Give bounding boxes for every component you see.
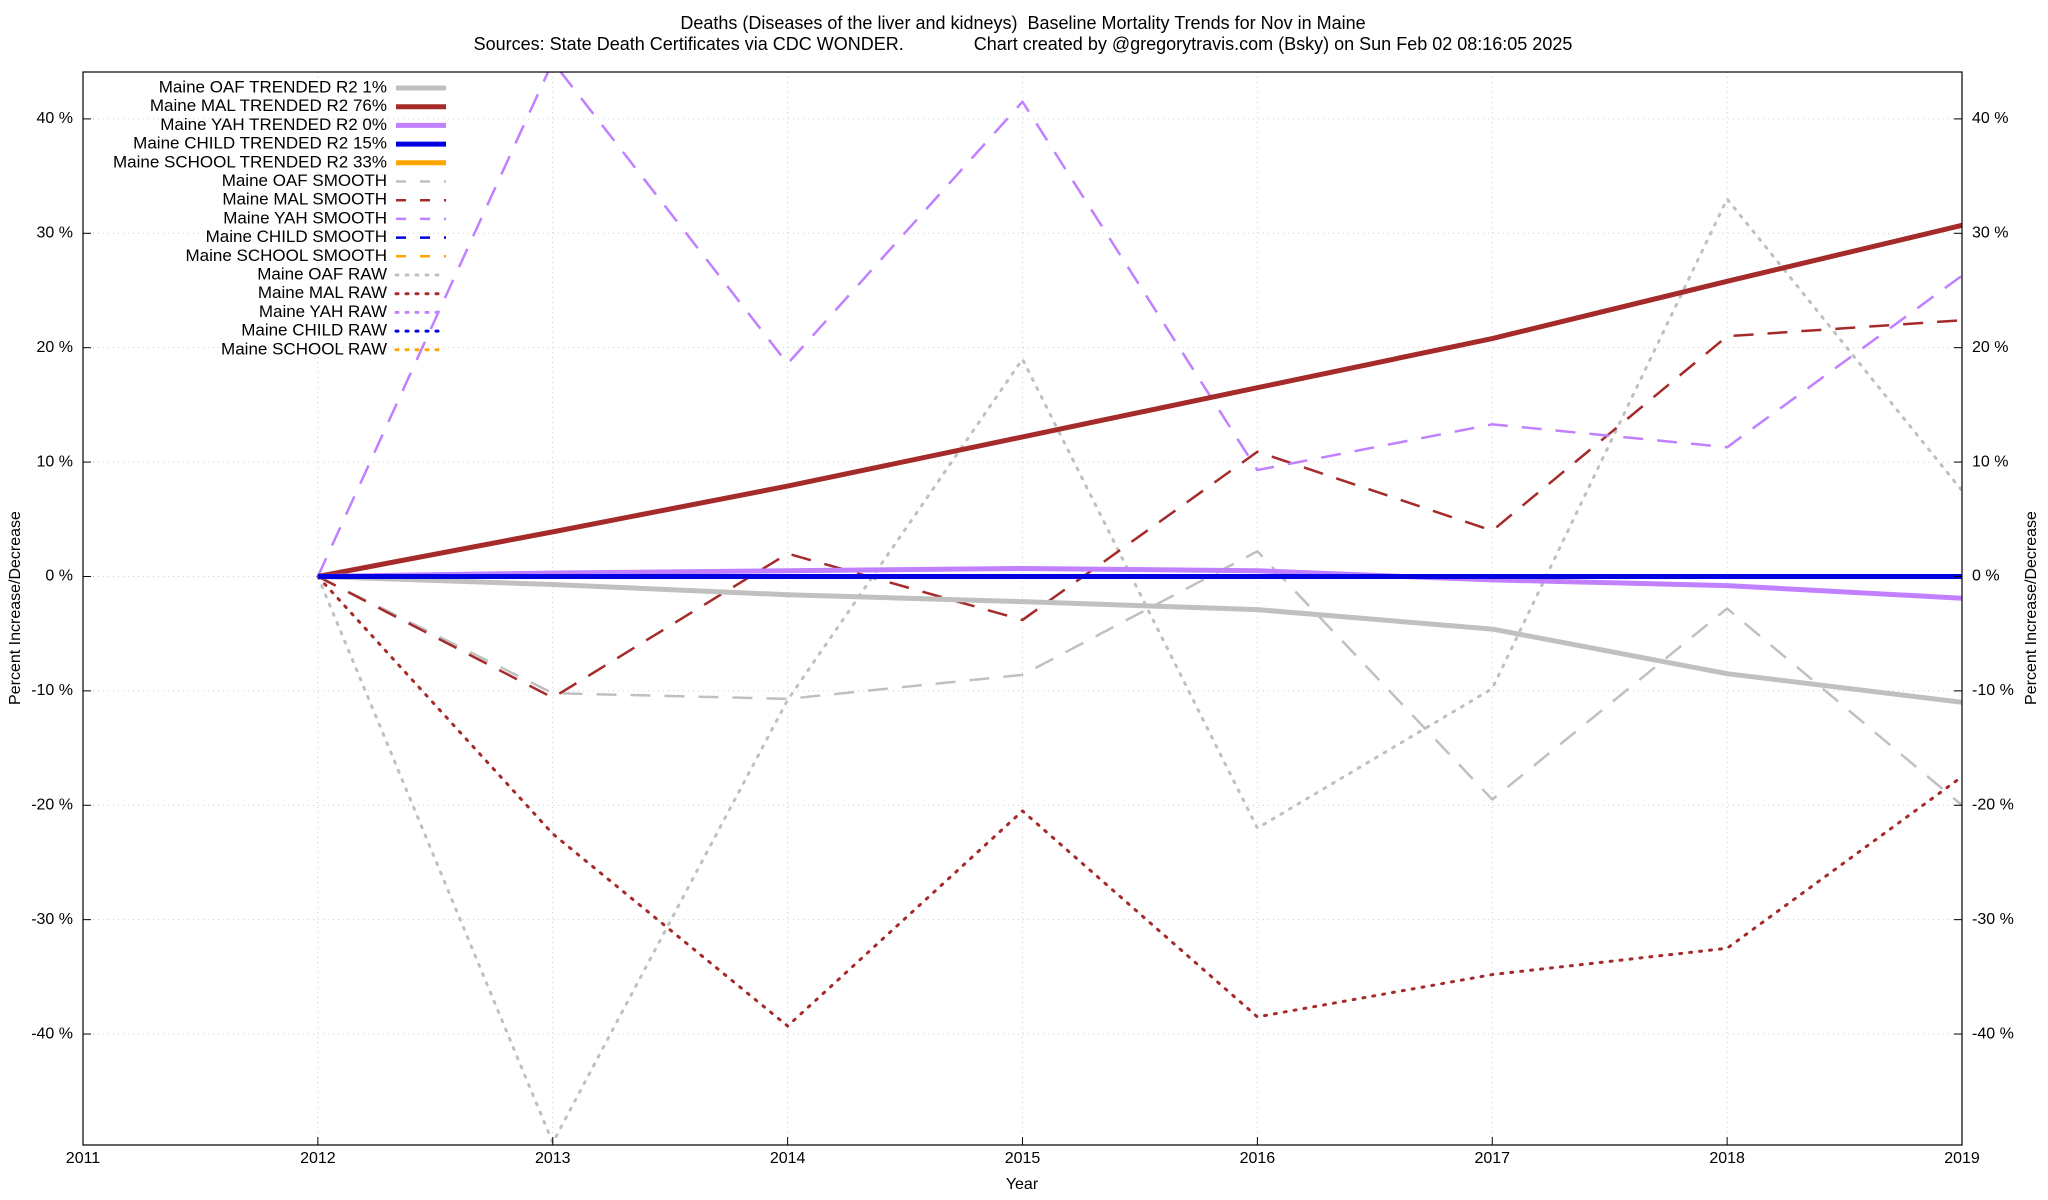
legend-label: Maine CHILD RAW [241,321,387,340]
x-tick-label: 2011 [66,1150,101,1167]
legend-label: Maine MAL TRENDED R2 76% [150,96,387,115]
x-axis-label: Year [1006,1176,1039,1193]
y2-tick-label: 40 % [1972,110,2008,127]
legend-label: Maine SCHOOL TRENDED R2 33% [113,152,387,171]
y2-tick-label: 10 % [1972,453,2008,470]
chart-subtitle: Sources: State Death Certificates via CD… [474,34,1573,54]
y2-axis-label: Percent Increase/Decrease [2023,511,2040,705]
legend-label: Maine CHILD SMOOTH [206,227,387,246]
y2-tick-label: 0 % [1972,568,2000,585]
y2-tick-label: -40 % [1972,1025,2014,1042]
legend-label: Maine YAH TRENDED R2 0% [160,115,387,134]
x-tick-label: 2018 [1709,1150,1745,1167]
legend-label: Maine YAH SMOOTH [223,208,387,227]
y2-tick-label: 30 % [1972,225,2008,242]
y-tick-label: -10 % [31,682,73,699]
y2-tick-label: 20 % [1972,339,2008,356]
series-line [316,72,1962,577]
y-axis-label: Percent Increase/Decrease [7,511,24,705]
y-tick-label: 20 % [37,339,73,356]
chart-title: Deaths (Diseases of the liver and kidney… [680,13,1365,33]
y-tick-label: 40 % [37,110,73,127]
legend-label: Maine OAF TRENDED R2 1% [159,77,387,96]
x-tick-label: 2019 [1944,1150,1980,1167]
legend-label: Maine MAL RAW [258,283,387,302]
legend-label: Maine SCHOOL SMOOTH [185,246,387,265]
y-tick-label: -20 % [31,796,73,813]
legend-label: Maine OAF RAW [257,264,387,283]
y-tick-label: -30 % [31,911,73,928]
axes: -40 % -40 % -30 % -30 % -20 % -20 % -10 % -10 %… [31,110,2014,1167]
series-line [317,573,1962,705]
y-tick-label: -40 % [31,1025,73,1042]
y-tick-label: 30 % [37,225,73,242]
series-line [317,318,1962,699]
x-tick-label: 2013 [535,1150,571,1167]
y2-tick-label: -10 % [1972,682,2014,699]
x-tick-label: 2012 [300,1150,336,1167]
legend: Maine OAF TRENDED R2 1%Maine MAL TRENDED… [113,77,448,358]
legend-label: Maine YAH RAW [259,302,387,321]
series-line [317,565,1962,601]
x-tick-label: 2016 [1240,1150,1276,1167]
series-line [316,197,1962,1145]
y-tick-label: 0 % [45,568,73,585]
series-line [317,550,1962,807]
x-tick-label: 2015 [1005,1150,1041,1167]
y-tick-label: 10 % [37,453,73,470]
x-tick-label: 2014 [770,1150,806,1167]
x-tick-label: 2017 [1474,1150,1510,1167]
legend-label: Maine SCHOOL RAW [221,339,387,358]
legend-label: Maine CHILD TRENDED R2 15% [133,134,387,153]
legend-label: Maine OAF SMOOTH [222,171,387,190]
series-line [317,222,1962,579]
plot-lines [316,72,1962,1145]
series-line [316,574,1962,1028]
legend-label: Maine MAL SMOOTH [222,190,387,209]
y2-tick-label: -30 % [1972,911,2014,928]
y2-tick-label: -20 % [1972,796,2014,813]
